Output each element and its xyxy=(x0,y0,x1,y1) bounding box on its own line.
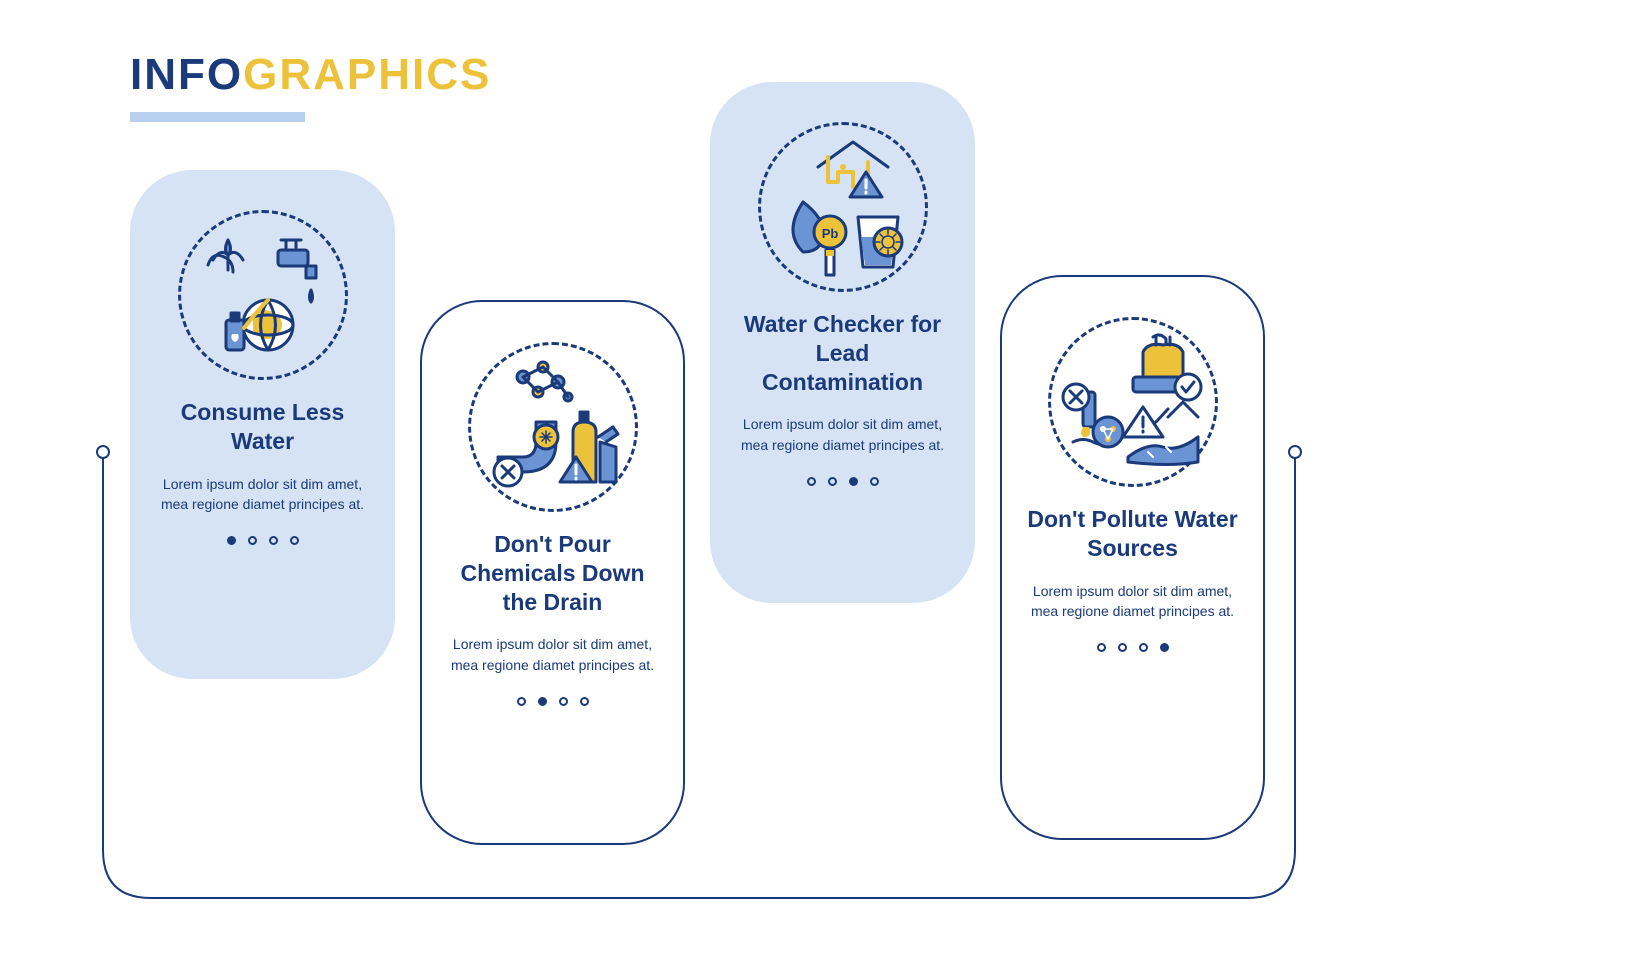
dot-3 xyxy=(870,477,879,486)
svg-text:Pb: Pb xyxy=(821,226,838,241)
dot-0 xyxy=(517,697,526,706)
cards-container: Consume Less Water Lorem ipsum dolor sit… xyxy=(0,0,1633,980)
dot-1 xyxy=(828,477,837,486)
dot-2 xyxy=(559,697,568,706)
card-body: Lorem ipsum dolor sit dim amet, mea regi… xyxy=(444,634,661,675)
dot-1 xyxy=(1118,643,1127,652)
chemicals-icon xyxy=(468,342,638,512)
dot-0 xyxy=(1097,643,1106,652)
dot-2 xyxy=(849,477,858,486)
card-title: Don't Pollute Water Sources xyxy=(1024,505,1241,563)
pager-dots xyxy=(152,536,373,545)
card-title: Don't Pour Chemicals Down the Drain xyxy=(444,530,661,616)
card-title: Water Checker for Lead Contamination xyxy=(732,310,953,396)
hands-water-icon xyxy=(178,210,348,380)
card-body: Lorem ipsum dolor sit dim amet, mea regi… xyxy=(732,414,953,455)
pager-dots xyxy=(1024,643,1241,652)
infographic-root: INFOGRAPHICS xyxy=(0,0,1633,980)
card-title: Consume Less Water xyxy=(152,398,373,456)
dot-0 xyxy=(227,536,236,545)
pager-dots xyxy=(444,697,661,706)
card-consume: Consume Less Water Lorem ipsum dolor sit… xyxy=(130,170,395,679)
pager-dots xyxy=(732,477,953,486)
lead-checker-icon: Pb xyxy=(758,122,928,292)
card-body: Lorem ipsum dolor sit dim amet, mea regi… xyxy=(152,474,373,515)
dot-0 xyxy=(807,477,816,486)
dot-3 xyxy=(580,697,589,706)
dot-1 xyxy=(538,697,547,706)
dot-1 xyxy=(248,536,257,545)
card-body: Lorem ipsum dolor sit dim amet, mea regi… xyxy=(1024,581,1241,622)
dot-3 xyxy=(1160,643,1169,652)
dot-2 xyxy=(1139,643,1148,652)
dot-3 xyxy=(290,536,299,545)
card-lead: Pb Water Checker for Lead Contaminati xyxy=(710,82,975,603)
card-chemicals: Don't Pour Chemicals Down the Drain Lore… xyxy=(420,300,685,845)
pollution-icon xyxy=(1048,317,1218,487)
dot-2 xyxy=(269,536,278,545)
card-pollute: Don't Pollute Water Sources Lorem ipsum … xyxy=(1000,275,1265,840)
